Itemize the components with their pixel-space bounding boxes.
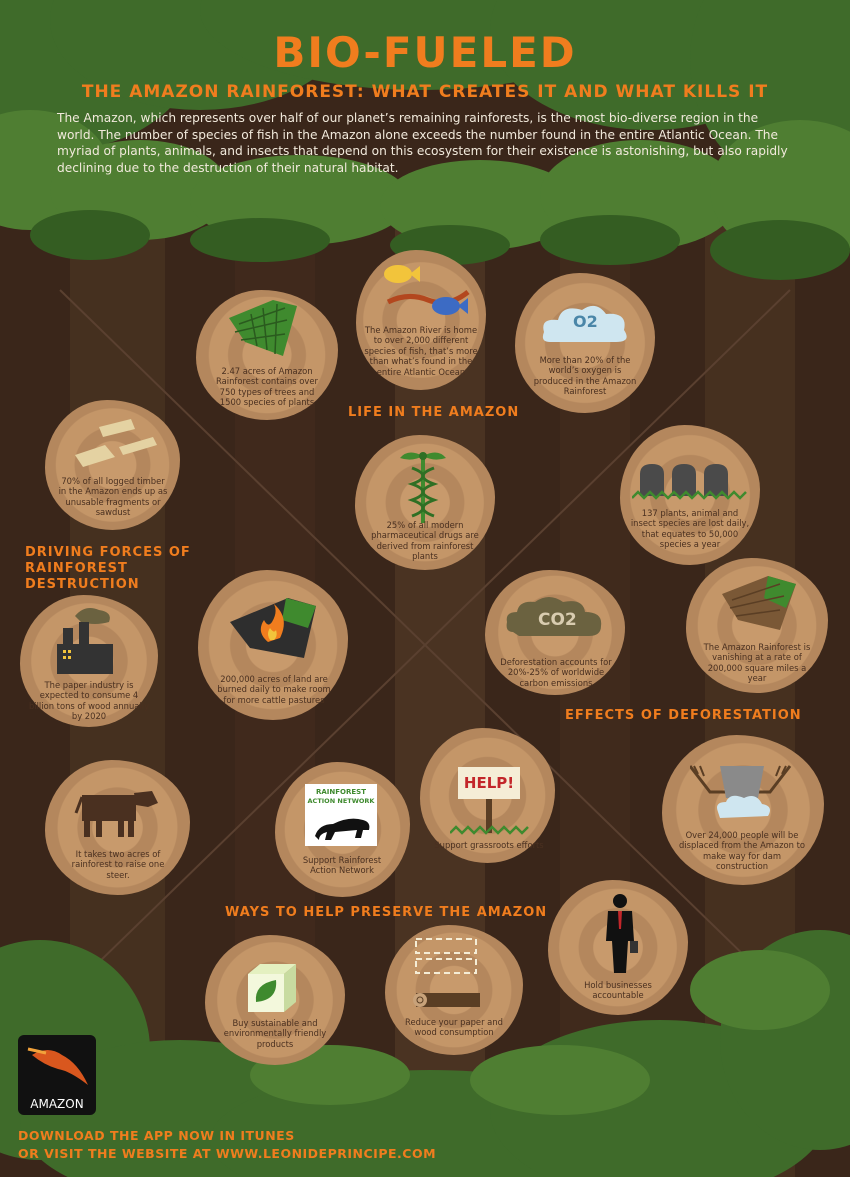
- deforested-land-icon: [722, 576, 796, 630]
- intro-paragraph: The Amazon, which represents over half o…: [57, 111, 788, 175]
- oxygen-label: O2: [573, 312, 598, 331]
- help-sign-text: HELP!: [463, 774, 515, 792]
- co2-label: CO2: [538, 610, 577, 630]
- co2-cloud-icon: [506, 597, 602, 636]
- caption-grassroots: Support grassroots efforts: [434, 840, 544, 850]
- heading-help: WAYS TO HELP PRESERVE THE AMAZON: [225, 905, 548, 920]
- caption-drugs: 25% of all modern pharmaceutical drugs a…: [371, 520, 479, 562]
- cow-icon: [74, 791, 158, 837]
- fact-disc-fish: [356, 250, 486, 390]
- app-firebird-icon: [27, 1047, 88, 1085]
- caption-ran: Support Rainforest Action Network: [302, 855, 382, 876]
- caption-oxygen: More than 20% of the world’s oxygen is p…: [533, 355, 637, 397]
- fact-disc-reduce: [385, 925, 523, 1055]
- heading-life: LIFE IN THE AMAZON: [348, 405, 520, 420]
- caption-businesses: Hold businesses accountable: [584, 980, 652, 1001]
- factory-icon: [57, 608, 113, 674]
- footer-website-link[interactable]: OR VISIT THE WEBSITE AT WWW.LEONIDEPRINC…: [18, 1146, 437, 1161]
- caption-reduce: Reduce your paper and wood consumption: [405, 1017, 503, 1038]
- caption-trees: 2.47 acres of Amazon Rainforest contains…: [216, 366, 318, 408]
- fact-disc-steer: [45, 760, 190, 895]
- page-title: BIO-FUELED: [273, 28, 577, 77]
- paper-log-icon: [413, 938, 480, 1007]
- heading-effects: EFFECTS OF DEFORESTATION: [565, 708, 802, 723]
- caption-fish: The Amazon River is home to over 2,000 d…: [364, 325, 478, 377]
- caption-timber: 70% of all logged timber in the Amazon e…: [58, 476, 168, 518]
- caption-co2: Deforestation accounts for 20%-25% of wo…: [500, 657, 612, 688]
- lumber-icon: [75, 419, 157, 467]
- tombstones-icon: [632, 464, 747, 500]
- ran-logo-text-1: RAINFOREST: [316, 788, 366, 796]
- fact-disc-oxygen: [515, 273, 655, 413]
- caption-steer: It takes two acres of rainforest to rais…: [71, 849, 165, 880]
- footer-download-link[interactable]: DOWNLOAD THE APP NOW IN ITUNES: [18, 1128, 295, 1143]
- caption-vanishing: The Amazon Rainforest is vanishing at a …: [703, 642, 811, 684]
- fact-disc-timber: [45, 400, 180, 530]
- caduceus-icon: [400, 452, 446, 523]
- businessman-icon: [606, 894, 638, 973]
- caption-dam: Over 24,000 people will be displaced fro…: [679, 830, 805, 872]
- caption-species: 137 plants, animal and insect species ar…: [630, 508, 750, 550]
- ran-logo-text-2: ACTION NETWORK: [307, 797, 375, 805]
- leaf-box-icon: [248, 964, 296, 1012]
- caption-paper: The paper industry is expected to consum…: [28, 680, 150, 722]
- amazon-app-icon[interactable]: AMAZON: [18, 1035, 96, 1115]
- help-sign-icon[interactable]: [450, 763, 530, 838]
- caption-sustainable: Buy sustainable and environmentally frie…: [223, 1018, 327, 1049]
- oxygen-cloud-icon: [542, 305, 627, 342]
- leaf-grid-icon: [229, 300, 297, 356]
- dam-icon: [690, 765, 792, 818]
- ran-logo-icon[interactable]: [305, 784, 377, 846]
- heading-driving: DRIVING FORCES OF RAINFOREST DESTRUCTION: [25, 545, 191, 592]
- page-subtitle: THE AMAZON RAINFOREST: WHAT CREATES IT A…: [81, 82, 769, 102]
- caption-burned: 200,000 acres of land are burned daily t…: [217, 674, 331, 705]
- burning-land-icon: [230, 598, 316, 658]
- app-label: AMAZON: [30, 1097, 84, 1111]
- fish-icon: [384, 265, 470, 315]
